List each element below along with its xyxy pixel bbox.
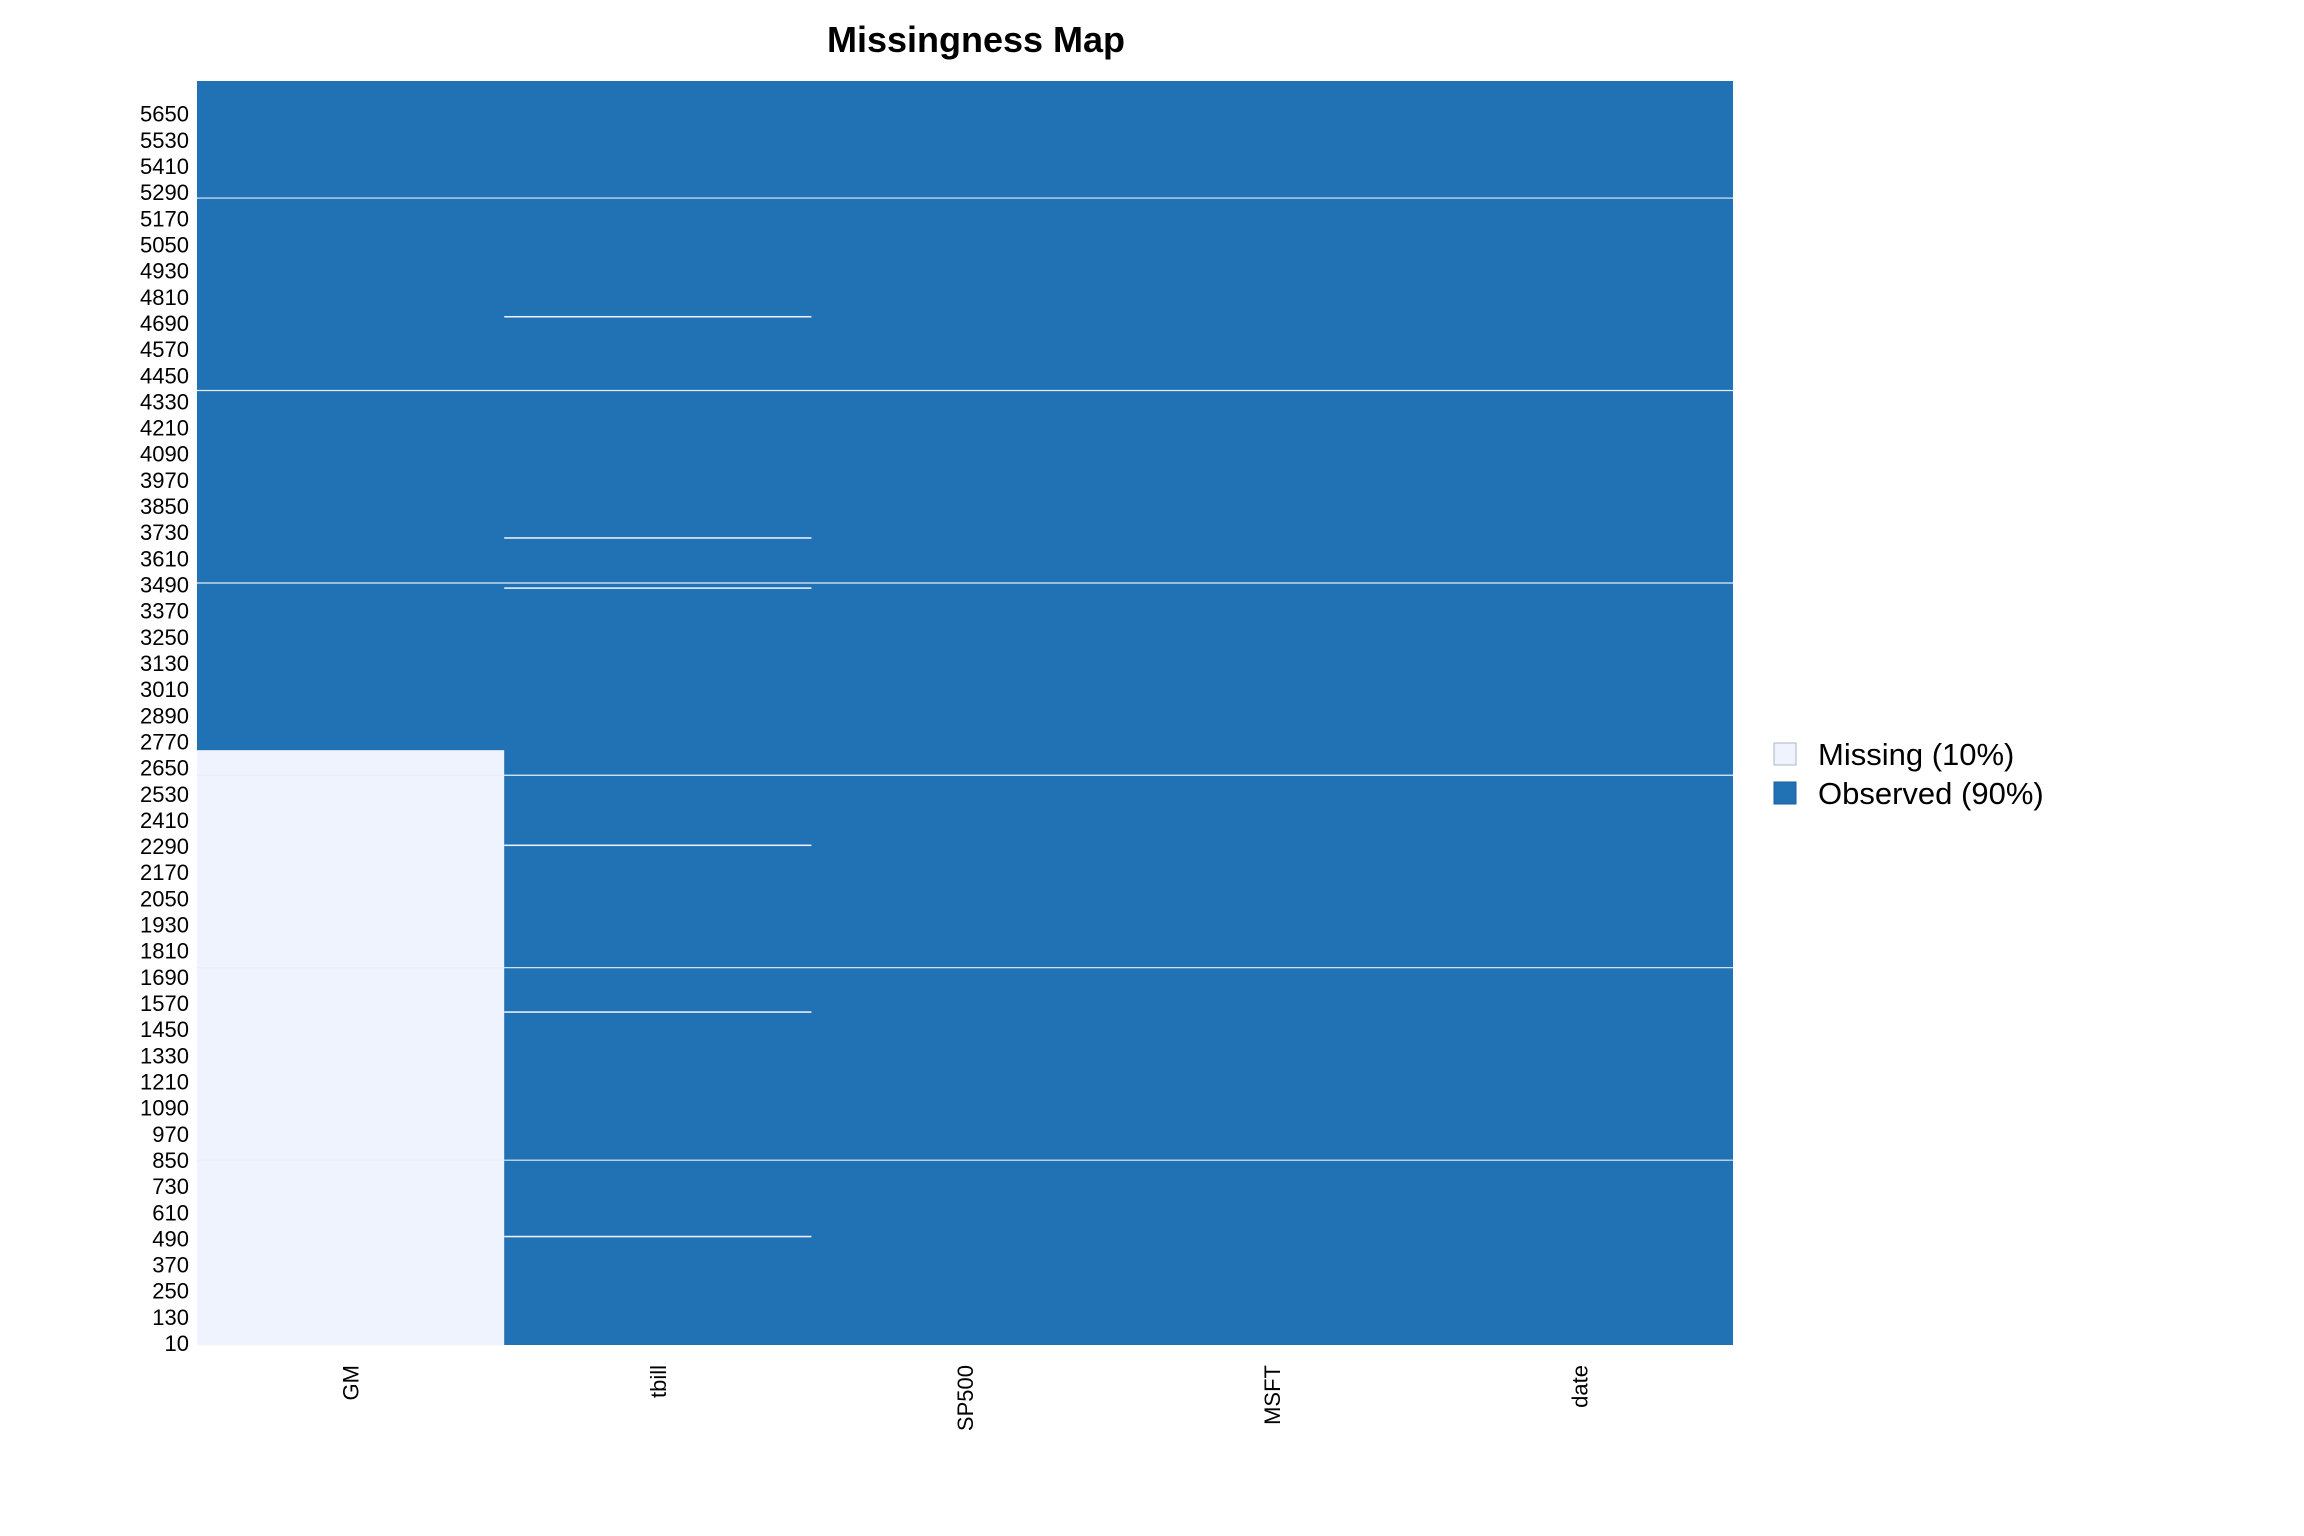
missing-cell-gm-0	[197, 750, 505, 1345]
missing-cell-tbill-4	[504, 844, 812, 847]
chart-title: Missingness Map	[827, 19, 1125, 60]
y-tick-label: 3010	[140, 677, 189, 702]
y-tick-label: 1090	[140, 1096, 189, 1121]
y-tick-label: 5170	[140, 206, 189, 231]
y-tick-label: 1330	[140, 1043, 189, 1068]
y-tick-label: 1810	[140, 939, 189, 964]
y-tick-label: 10	[165, 1331, 189, 1356]
y-tick-label: 5650	[140, 102, 189, 127]
y-tick-label: 370	[152, 1253, 189, 1278]
y-tick-label: 3250	[140, 625, 189, 650]
y-tick-label: 850	[152, 1148, 189, 1173]
y-tick-label: 1570	[140, 991, 189, 1016]
y-tick-label: 2530	[140, 782, 189, 807]
y-tick-label: 4570	[140, 337, 189, 362]
y-tick-label: 2650	[140, 756, 189, 781]
x-tick-label-sp500: SP500	[953, 1365, 978, 1431]
y-tick-label: 970	[152, 1122, 189, 1147]
y-tick-label: 5050	[140, 232, 189, 257]
x-tick-label-msft: MSFT	[1260, 1365, 1285, 1425]
missing-cell-tbill-2	[504, 537, 812, 539]
missing-cell-tbill-1	[504, 315, 812, 318]
y-tick-label: 3970	[140, 468, 189, 493]
y-tick-label: 5530	[140, 128, 189, 153]
y-tick-label: 1210	[140, 1069, 189, 1094]
missing-cell-tbill-3	[504, 587, 812, 589]
legend-swatch-observed	[1773, 781, 1797, 805]
y-tick-label: 730	[152, 1174, 189, 1199]
missing-cell-tbill-6	[504, 1235, 812, 1238]
y-tick-label: 5410	[140, 154, 189, 179]
y-tick-label: 5290	[140, 180, 189, 205]
y-tick-label: 490	[152, 1226, 189, 1251]
y-tick-label: 2290	[140, 834, 189, 859]
missing-cell-tbill-5	[504, 1011, 812, 1013]
y-tick-label: 130	[152, 1305, 189, 1330]
y-tick-label: 3370	[140, 599, 189, 624]
legend-label-observed: Observed (90%)	[1818, 776, 2044, 811]
heatmap-area	[197, 81, 1733, 1345]
legend: Missing (10%) Observed (90%)	[1773, 737, 2044, 811]
y-tick-label: 3850	[140, 494, 189, 519]
x-axis-ticks: GM tbill SP500 MSFT date	[339, 1365, 1593, 1431]
x-tick-label-gm: GM	[339, 1365, 364, 1400]
y-tick-label: 1930	[140, 913, 189, 938]
y-tick-label: 250	[152, 1279, 189, 1304]
y-tick-label: 3490	[140, 573, 189, 598]
y-tick-label: 4450	[140, 363, 189, 388]
y-axis-ticks: 5650553054105290517050504930481046904570…	[140, 102, 189, 1356]
legend-label-missing: Missing (10%)	[1818, 737, 2014, 772]
x-tick-label-date: date	[1567, 1365, 1592, 1408]
y-tick-label: 2770	[140, 729, 189, 754]
y-tick-label: 610	[152, 1200, 189, 1225]
y-tick-label: 2890	[140, 703, 189, 728]
y-tick-label: 4330	[140, 389, 189, 414]
y-tick-label: 4210	[140, 416, 189, 441]
y-tick-label: 4690	[140, 311, 189, 336]
y-tick-label: 2410	[140, 808, 189, 833]
y-tick-label: 4810	[140, 285, 189, 310]
y-tick-label: 2170	[140, 860, 189, 885]
x-tick-label-tbill: tbill	[646, 1365, 671, 1398]
y-tick-label: 4090	[140, 442, 189, 467]
y-tick-label: 1450	[140, 1017, 189, 1042]
y-tick-label: 1690	[140, 965, 189, 990]
y-tick-label: 4930	[140, 259, 189, 284]
y-tick-label: 2050	[140, 886, 189, 911]
y-tick-label: 3130	[140, 651, 189, 676]
y-tick-label: 3610	[140, 546, 189, 571]
legend-swatch-missing	[1773, 742, 1797, 766]
y-tick-label: 3730	[140, 520, 189, 545]
